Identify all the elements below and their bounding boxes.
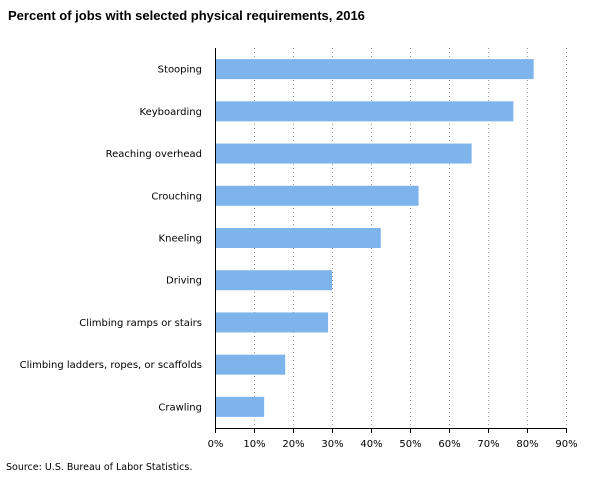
bar-4 (215, 228, 381, 248)
bar-0 (215, 59, 534, 80)
x-tick-label-6: 60% (438, 439, 460, 450)
bar-7 (215, 354, 286, 375)
category-label-2: Reaching overhead (106, 149, 202, 160)
category-label-8: Crawling (158, 402, 202, 413)
category-label-4: Kneeling (159, 234, 202, 245)
category-label-1: Keyboarding (140, 107, 202, 118)
category-label-0: Stooping (158, 65, 202, 76)
category-label-7: Climbing ladders, ropes, or scaffolds (20, 360, 202, 371)
x-tick-label-0: 0% (208, 439, 224, 450)
bar-1 (215, 101, 514, 122)
x-tick-label-9: 90% (555, 439, 577, 450)
bar-5 (215, 270, 332, 291)
x-tick-label-1: 10% (243, 439, 265, 450)
x-tick-label-8: 80% (516, 439, 538, 450)
x-tick-label-2: 20% (282, 439, 304, 450)
bar-3 (215, 185, 419, 206)
x-tick-label-7: 70% (477, 439, 499, 450)
x-tick-label-5: 50% (399, 439, 421, 450)
category-label-6: Climbing ramps or stairs (79, 318, 202, 329)
bar-8 (215, 396, 265, 417)
chart-title: Percent of jobs with selected physical r… (8, 8, 365, 23)
bar-6 (215, 312, 329, 333)
source-note: Source: U.S. Bureau of Labor Statistics. (6, 462, 193, 473)
category-label-5: Driving (166, 276, 202, 287)
category-label-3: Crouching (151, 191, 202, 202)
x-tick-label-3: 30% (321, 439, 343, 450)
x-tick-label-4: 40% (360, 439, 382, 450)
bar-2 (215, 143, 472, 164)
